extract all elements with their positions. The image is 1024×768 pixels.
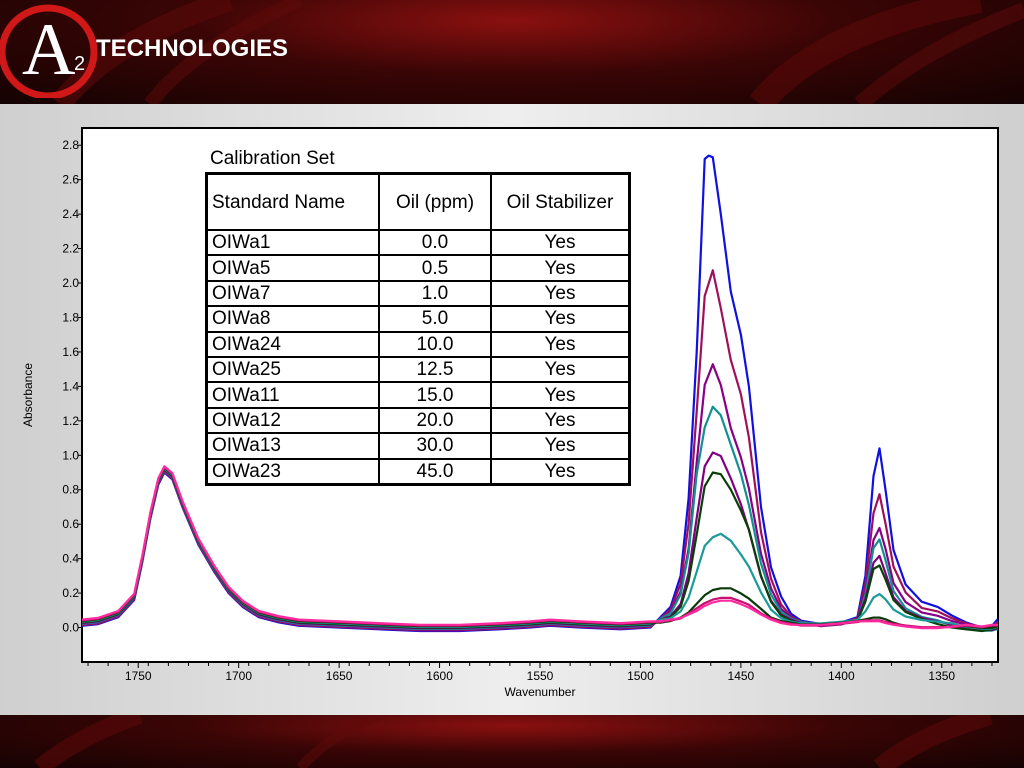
column-header: Standard Name [205, 172, 380, 231]
table-cell: Yes [490, 432, 631, 460]
y-tick-label: 2.2 [62, 242, 79, 256]
x-tick-label: 1450 [728, 669, 755, 683]
series-line-10 [82, 465, 998, 630]
table-cell: OIWa11 [205, 381, 380, 409]
table-cell: OIWa24 [205, 330, 380, 358]
table-cell: Yes [490, 305, 631, 333]
y-tick-label: 0.2 [62, 586, 79, 600]
y-tick-label: 2.6 [62, 173, 79, 187]
table-cell: 0.0 [378, 228, 492, 257]
header-band: A 2 TECHNOLOGIES [0, 0, 1024, 104]
x-tick-label: 1350 [928, 669, 955, 683]
swirl-decoration-bottom [34, 715, 993, 768]
x-tick-label: 1400 [828, 669, 855, 683]
table-cell: Yes [490, 254, 631, 282]
table-cell: 5.0 [378, 305, 492, 333]
x-axis-label: Wavenumber [505, 685, 576, 699]
y-tick-label: 0.8 [62, 483, 79, 497]
table-row: OIWa12 20.0 Yes [205, 406, 631, 435]
y-tick-label: 1.8 [62, 310, 79, 324]
x-tick-label: 1700 [225, 669, 252, 683]
table-row: OIWa1 0.0 Yes [205, 228, 631, 257]
table-cell: Yes [490, 330, 631, 358]
y-axis-label: Absorbance [21, 363, 35, 427]
table-cell: 15.0 [378, 381, 492, 409]
table-title: Calibration Set [210, 148, 335, 169]
y-tick-label: 1.6 [62, 345, 79, 359]
table-row: OIWa25 12.5 Yes [205, 355, 631, 384]
y-tick-label: 0.0 [62, 621, 79, 635]
table-cell: 45.0 [378, 457, 492, 486]
table-cell: 30.0 [378, 432, 492, 460]
table-cell: OIWa5 [205, 254, 380, 282]
table-cell: Yes [490, 406, 631, 435]
table-cell: Yes [490, 355, 631, 384]
table-cell: 20.0 [378, 406, 492, 435]
table-cell: Yes [490, 228, 631, 257]
company-logo: A 2 TECHNOLOGIES [0, 4, 288, 98]
table-row: OIWa5 0.5 Yes [205, 254, 631, 282]
table-row: OIWa8 5.0 Yes [205, 305, 631, 333]
svg-text:TECHNOLOGIES: TECHNOLOGIES [96, 35, 288, 62]
table-cell: OIWa1 [205, 228, 380, 257]
table-cell: 10.0 [378, 330, 492, 358]
table-row: OIWa7 1.0 Yes [205, 279, 631, 308]
y-tick-label: 1.0 [62, 448, 79, 462]
x-tick-label: 1600 [426, 669, 453, 683]
table-cell: 12.5 [378, 355, 492, 384]
table-cell: OIWa12 [205, 406, 380, 435]
table-row: OIWa24 10.0 Yes [205, 330, 631, 358]
table-cell: OIWa25 [205, 355, 380, 384]
table-cell: Yes [490, 457, 631, 486]
table-cell: OIWa8 [205, 305, 380, 333]
y-tick-label: 0.6 [62, 517, 79, 531]
table-row: OIWa23 45.0 Yes [205, 457, 631, 486]
y-tick-label: 2.0 [62, 276, 79, 290]
table-cell: OIWa7 [205, 279, 380, 308]
table-cell: 1.0 [378, 279, 492, 308]
column-header: Oil (ppm) [378, 172, 492, 231]
calibration-table: Calibration Set Standard Name Oil (ppm) Oi… [205, 146, 631, 486]
y-tick-label: 0.4 [62, 552, 79, 566]
x-tick-label: 1750 [125, 669, 152, 683]
table-cell: Yes [490, 279, 631, 308]
table-cell: Yes [490, 381, 631, 409]
svg-text:2: 2 [74, 53, 85, 75]
table-cell: 0.5 [378, 254, 492, 282]
table-header-row: Standard Name Oil (ppm) Oil Stabilizer [205, 172, 631, 231]
y-tick-label: 2.8 [62, 138, 79, 152]
column-header: Oil Stabilizer [490, 172, 631, 231]
x-tick-label: 1550 [527, 669, 554, 683]
footer-band [0, 715, 1024, 768]
table-cell: OIWa23 [205, 457, 380, 486]
x-tick-label: 1650 [326, 669, 353, 683]
x-tick-label: 1500 [627, 669, 654, 683]
y-tick-label: 1.2 [62, 414, 79, 428]
table-row: OIWa13 30.0 Yes [205, 432, 631, 460]
svg-text:A: A [22, 9, 75, 91]
y-tick-label: 1.4 [62, 379, 79, 393]
y-tick-label: 2.4 [62, 207, 79, 221]
table-cell: OIWa13 [205, 432, 380, 460]
table-row: OIWa11 15.0 Yes [205, 381, 631, 409]
